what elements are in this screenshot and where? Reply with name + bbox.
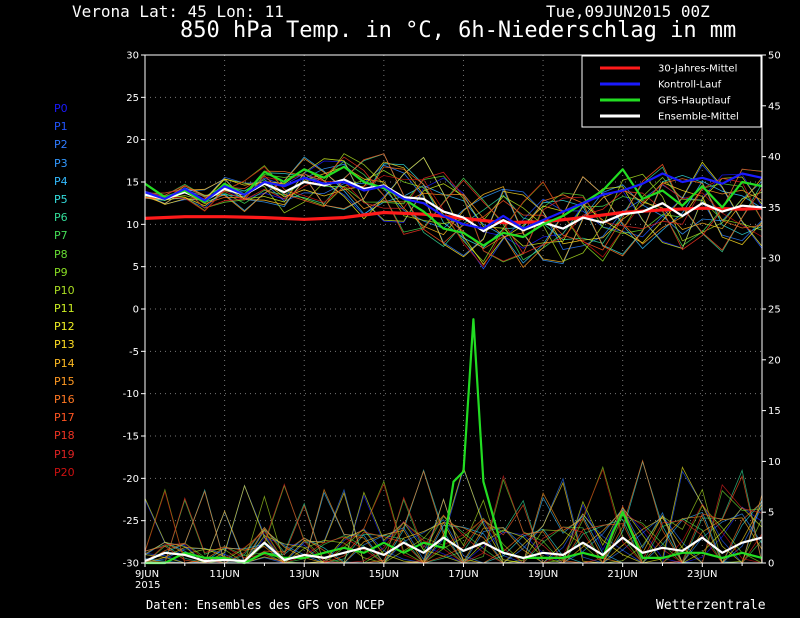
member-label-p8: P8 [54, 247, 68, 261]
right-tick-label: 10 [768, 457, 781, 468]
member-precip-line-p12 [144, 466, 762, 564]
x-tick-label: 21JUN [607, 569, 637, 580]
member-label-p13: P13 [54, 338, 75, 352]
axis-ticks: 302520151050-5-10-15-20-25-3050454035302… [123, 51, 781, 592]
x-tick-year: 2015 [135, 580, 160, 591]
temp-series-gfs-hauptlauf [144, 165, 763, 247]
run-timestamp: Tue,09JUN2015 00Z [546, 2, 710, 21]
member-temp-line-p4 [144, 156, 763, 264]
member-label-p9: P9 [54, 265, 68, 279]
right-tick-label: 5 [768, 508, 774, 519]
x-tick-label: 23JUN [687, 569, 717, 580]
ensemble-member-list: P0 P1 P2 P3 P4 P5 P6 P7 P8 P9 P10 P11 P12 P13 P14 P15 P1… [54, 100, 75, 482]
right-tick-label: 20 [768, 355, 781, 366]
member-temp-line-p17 [144, 153, 763, 251]
member-label-p6: P6 [54, 211, 68, 225]
member-label-p3: P3 [54, 156, 68, 170]
left-tick-label: -5 [129, 347, 139, 358]
member-temp-line-p0 [144, 160, 763, 249]
member-label-p7: P7 [54, 229, 68, 243]
right-tick-label: 45 [768, 101, 781, 112]
right-tick-label: 25 [768, 305, 781, 316]
member-precip-line-p19 [144, 474, 763, 564]
chart-legend: 30-Jahres-Mittel Kontroll-Lauf GFS-Hauptla… [581, 55, 762, 128]
left-tick-label: -30 [123, 559, 139, 570]
member-label-p18: P18 [54, 429, 75, 443]
temp-series-kontroll-lauf [144, 172, 763, 230]
left-tick-label: 20 [126, 135, 139, 146]
x-tick-label: 17JUN [448, 569, 478, 580]
legend-label: GFS-Hauptlauf [658, 96, 731, 107]
x-tick-label: 19JUN [528, 569, 558, 580]
member-label-p1: P1 [54, 120, 68, 134]
member-label-p0: P0 [54, 102, 68, 115]
member-label-p5: P5 [54, 192, 68, 206]
precip-series-gfs-hauptlauf [145, 318, 763, 565]
member-label-p17: P17 [54, 411, 75, 425]
member-temp-line-p19 [144, 171, 763, 262]
x-tick-label: 11JUN [209, 569, 239, 580]
left-tick-label: -10 [123, 389, 139, 400]
precip-series-ensemble-mittel [144, 536, 763, 563]
right-tick-label: 35 [768, 203, 781, 214]
member-temp-line-p20 [144, 166, 763, 268]
left-tick-label: 0 [133, 305, 139, 316]
member-precip-line-p14 [144, 498, 763, 564]
legend-label: Kontroll-Lauf [658, 80, 722, 91]
member-label-p12: P12 [54, 320, 75, 334]
brand-label: Wetterzentrale [656, 598, 766, 613]
left-tick-label: 15 [126, 178, 139, 189]
chart-title: 850 hPa Temp. in °C, 6h-Niederschlag in … [180, 18, 737, 43]
legend-label: Ensemble-Mittel [658, 112, 739, 123]
chart-series [144, 165, 763, 565]
member-label-p4: P4 [54, 174, 68, 188]
x-tick-label: 15JUN [369, 569, 399, 580]
member-temp-line-p6 [144, 153, 763, 253]
member-label-p11: P11 [54, 302, 75, 316]
right-tick-label: 30 [768, 254, 781, 265]
station-header: Verona Lat: 45 Lon: 11 [72, 2, 284, 21]
member-label-p15: P15 [54, 374, 75, 388]
x-tick-label: 13JUN [289, 569, 319, 580]
left-tick-label: -15 [123, 432, 139, 443]
member-label-p16: P16 [54, 393, 75, 406]
member-label-p2: P2 [54, 138, 68, 152]
data-source-note: Daten: Ensembles des GFS von NCEP [146, 598, 385, 612]
member-label-p10: P10 [54, 283, 75, 297]
member-temp-line-p18 [144, 156, 763, 255]
plot-frame [144, 54, 763, 564]
member-label-p19: P19 [54, 447, 75, 461]
right-tick-label: 40 [768, 152, 781, 163]
x-tick-label: 9JUN [135, 569, 159, 580]
member-temp-line-p15 [144, 157, 763, 269]
right-tick-label: 0 [768, 559, 774, 570]
legend-label: 30-Jahres-Mittel [658, 64, 737, 75]
right-tick-label: 50 [768, 51, 781, 62]
left-tick-label: -20 [123, 474, 139, 485]
right-tick-label: 15 [768, 406, 781, 417]
member-label-p14: P14 [54, 356, 75, 370]
left-tick-label: -25 [123, 516, 139, 527]
left-tick-label: 5 [133, 262, 139, 273]
left-tick-label: 30 [126, 51, 139, 62]
left-tick-label: 10 [126, 220, 139, 231]
member-temp-line-p13 [144, 161, 763, 258]
left-tick-label: 25 [126, 93, 139, 104]
member-label-p20: P20 [54, 465, 75, 479]
